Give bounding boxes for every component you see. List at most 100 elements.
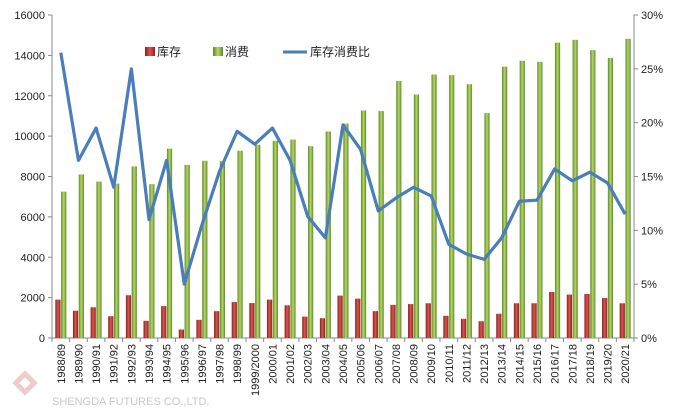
bar-stock [372, 311, 378, 338]
bar-stock [496, 313, 502, 338]
bar-consumption [61, 191, 67, 338]
bar-consumption [272, 140, 278, 338]
bar-stock [566, 294, 572, 338]
bar-consumption [237, 150, 243, 338]
x-tick-label: 1994/95 [162, 344, 174, 384]
bar-stock [125, 295, 132, 338]
right-tick-label: 10% [641, 225, 663, 237]
left-tick-label: 4000 [21, 252, 45, 264]
tick-labels: 0 2000 4000 6000 8000 10000 12000 14000 16000 0% 5… [14, 10, 663, 396]
bar-consumption [325, 131, 331, 338]
bar-stock [460, 318, 467, 338]
bars-layer [55, 38, 631, 339]
x-tick-label: 2012/13 [479, 344, 491, 384]
legend-swatch [213, 47, 223, 56]
bar-stock [478, 321, 484, 338]
bar-consumption [360, 110, 367, 338]
left-tick-label: 8000 [21, 172, 45, 184]
bar-stock [90, 307, 96, 338]
bar-consumption [219, 161, 226, 338]
bar-consumption [625, 38, 631, 338]
x-tick-label: 1993/94 [144, 344, 156, 384]
bar-consumption [607, 57, 614, 338]
bar-stock [161, 306, 167, 338]
left-tick-label: 16000 [14, 10, 45, 22]
bar-stock [619, 303, 625, 338]
right-tick-label: 15% [641, 172, 663, 184]
x-tick-label: 2002/03 [303, 344, 315, 384]
bar-stock [72, 310, 79, 338]
right-tick-label: 25% [641, 64, 663, 76]
bar-consumption [378, 111, 384, 338]
bar-stock [214, 311, 220, 338]
x-tick-label: 1991/92 [109, 344, 121, 384]
bar-consumption [149, 184, 155, 338]
bar-consumption [466, 84, 472, 338]
x-tick-label: 2020/21 [620, 344, 632, 384]
x-tick-label: 2001/02 [285, 344, 297, 384]
ratio-line [59, 52, 627, 286]
bar-consumption [343, 123, 349, 338]
bar-consumption [449, 75, 455, 338]
bar-stock [602, 298, 608, 338]
bar-consumption [413, 94, 420, 338]
x-tick-label: 2006/07 [373, 344, 385, 384]
logo-icon [12, 370, 38, 396]
x-tick-label: 2017/18 [567, 344, 579, 384]
x-tick-label: 2007/08 [391, 344, 403, 384]
x-tick-label: 2000/01 [267, 344, 279, 384]
bar-stock [337, 295, 343, 338]
left-tick-label: 14000 [14, 50, 45, 62]
right-tick-label: 30% [641, 10, 663, 22]
x-tick-label: 1988/89 [56, 344, 68, 384]
bar-stock [355, 298, 361, 338]
bar-stock [231, 302, 237, 338]
x-tick-label: 2018/19 [585, 344, 597, 384]
x-tick-label: 2003/04 [320, 344, 332, 384]
x-tick-label: 1998/99 [232, 344, 244, 384]
bar-stock [196, 319, 202, 338]
bar-stock [549, 291, 555, 338]
bar-consumption [502, 66, 508, 339]
bar-stock [143, 320, 149, 338]
right-tick-label: 20% [641, 118, 663, 130]
bar-stock [319, 318, 326, 338]
x-tick-label: 1989/90 [73, 344, 85, 384]
legend: 库存 消费 库存消费比 [145, 44, 370, 59]
bar-consumption [308, 146, 314, 338]
ratio-line-layer [59, 52, 627, 286]
bar-consumption [484, 113, 490, 338]
bar-consumption [114, 183, 120, 338]
x-tick-label: 2016/17 [550, 344, 562, 384]
x-tick-label: 1992/93 [126, 344, 138, 384]
axes [48, 14, 638, 342]
left-tick-label: 6000 [21, 212, 45, 224]
bar-consumption [590, 50, 596, 338]
left-tick-label: 12000 [14, 91, 45, 103]
left-tick-label: 2000 [21, 293, 45, 305]
bar-stock [513, 303, 520, 338]
x-tick-label: 2004/05 [338, 344, 350, 384]
watermark-text: SHENGDA FUTURES CO.,LTD. [52, 396, 209, 408]
x-tick-label: 2013/14 [497, 344, 509, 384]
left-tick-label: 0 [39, 333, 45, 345]
bar-stock [584, 293, 590, 338]
x-tick-label: 1995/96 [179, 344, 191, 384]
bar-consumption [255, 144, 261, 338]
x-tick-label: 1990/91 [91, 344, 103, 384]
x-tick-label: 2005/06 [356, 344, 368, 384]
legend-label: 库存消费比 [310, 44, 370, 59]
bar-stock [531, 303, 537, 338]
bar-consumption [290, 139, 296, 338]
bar-stock [425, 303, 431, 338]
bar-consumption [537, 61, 543, 339]
legend-label: 库存 [157, 44, 181, 59]
watermark: SHENGDA FUTURES CO.,LTD. [12, 370, 209, 408]
bar-consumption [396, 81, 402, 338]
bar-consumption [131, 166, 137, 338]
x-tick-label: 2019/20 [603, 344, 615, 384]
bar-stock [443, 315, 449, 338]
x-tick-label: 2010/11 [444, 344, 456, 383]
bar-consumption [554, 42, 561, 339]
